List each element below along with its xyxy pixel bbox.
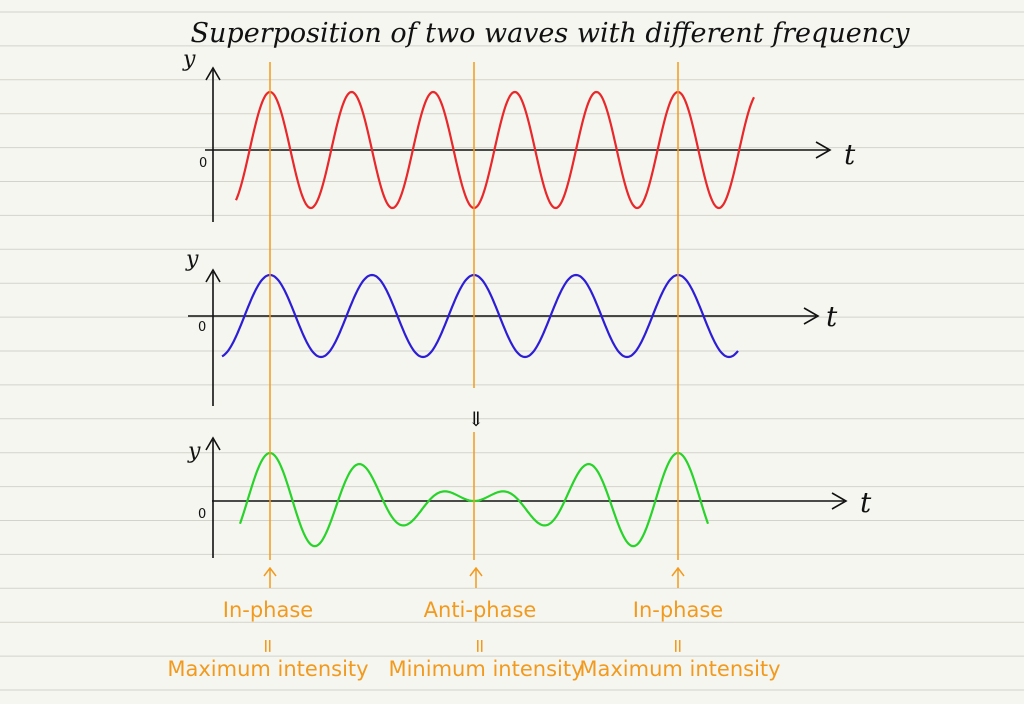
sum-arrow-icon: ⇓ [468, 407, 485, 431]
marker-in-phase-right: In-phase = Maximum intensity [579, 62, 781, 681]
y-axis-arrowhead [205, 268, 221, 283]
y-axis-label: y [182, 47, 196, 72]
y-axis-label: y [185, 247, 199, 272]
t-axis-arrowhead [815, 141, 832, 159]
diagram-title: Superposition of two waves with differen… [191, 18, 911, 49]
phase-label: In-phase [223, 598, 313, 622]
origin-label: 0 [199, 156, 207, 171]
t-axis-label: t [844, 138, 856, 171]
up-arrow-icon [671, 566, 685, 588]
marker-anti-phase: Anti-phase = Minimum intensity [388, 62, 584, 681]
t-axis-arrowhead [831, 492, 848, 510]
y-axis-label: y [187, 439, 201, 464]
t-axis-label: t [860, 486, 872, 519]
y-axis-arrowhead [205, 66, 221, 81]
up-arrow-icon [263, 566, 277, 588]
marker-in-phase-left: In-phase = Maximum intensity [167, 62, 369, 681]
intensity-label: Maximum intensity [167, 657, 368, 681]
t-axis-arrowhead [803, 307, 820, 325]
panel-wave-2: y t 0 [185, 247, 838, 406]
equals-sign: = [667, 638, 689, 654]
y-axis-arrowhead [205, 436, 221, 451]
wave-2-curve [221, 273, 739, 359]
ruled-paper-lines [0, 11, 1024, 691]
wave-1-curve [234, 90, 755, 210]
phase-label: In-phase [633, 598, 723, 622]
equals-sign: = [469, 638, 491, 654]
panel-resultant: y t 0 [187, 436, 872, 558]
panel-wave-1: y t 0 [182, 47, 856, 222]
intensity-label: Maximum intensity [579, 657, 780, 681]
origin-label: 0 [198, 320, 206, 335]
t-axis-label: t [826, 300, 838, 333]
phase-label: Anti-phase [424, 598, 537, 622]
intensity-label: Minimum intensity [388, 657, 583, 681]
equals-sign: = [257, 638, 279, 654]
up-arrow-icon [469, 566, 483, 588]
origin-label: 0 [198, 507, 206, 522]
